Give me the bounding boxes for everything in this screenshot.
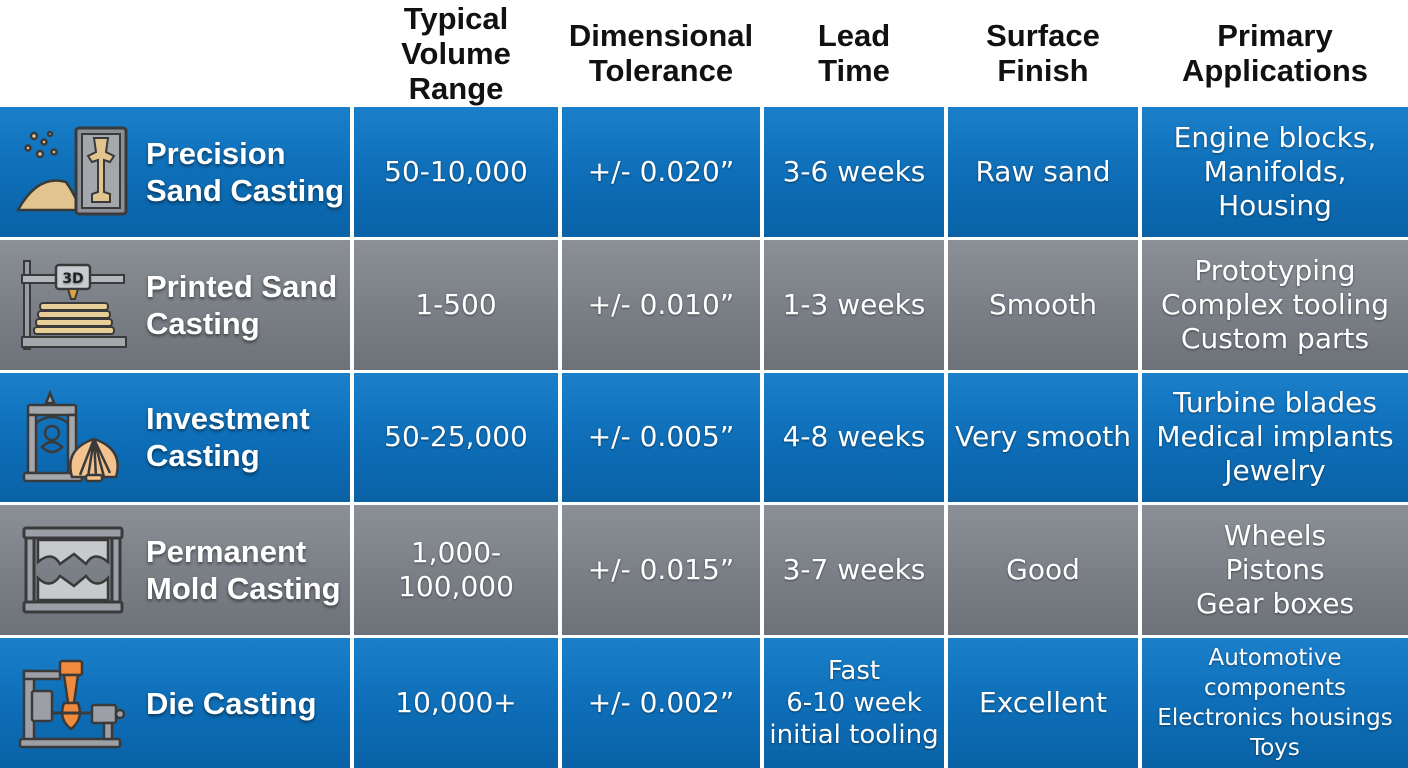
finish-cell: Smooth <box>948 239 1138 370</box>
lead-time-cell: 4-8 weeks <box>764 372 944 503</box>
finish-cell: Raw sand <box>948 107 1138 237</box>
permanent-mold-icon <box>14 520 132 620</box>
table-row-method-cell: Investment Casting <box>0 372 350 503</box>
applications-cell: Wheels Pistons Gear boxes <box>1142 505 1408 636</box>
header-surface-finish: Surface Finish <box>986 18 1100 88</box>
investment-casting-icon <box>14 387 132 487</box>
volume-cell: 1-500 <box>354 239 558 370</box>
method-name: Printed Sand Casting <box>146 268 338 341</box>
table-row-method-cell: 3D Printed Sand Casting <box>0 239 350 370</box>
volume-cell: 10,000+ <box>354 638 558 768</box>
sand-casting-icon <box>14 122 132 222</box>
applications-cell: Engine blocks, Manifolds, Housing <box>1142 107 1408 237</box>
finish-cell: Good <box>948 505 1138 636</box>
lead-time-cell: Fast 6-10 week initial tooling <box>764 638 944 768</box>
tolerance-cell: +/- 0.010” <box>562 239 760 370</box>
method-name: Permanent Mold Casting <box>146 534 341 607</box>
method-name: Precision Sand Casting <box>146 135 345 208</box>
header-volume-range: Typical Volume Range <box>401 0 511 106</box>
header-method <box>0 0 350 104</box>
applications-cell: Automotive components Electronics housin… <box>1142 638 1408 768</box>
volume-cell: 1,000- 100,000 <box>354 505 558 636</box>
tolerance-cell: +/- 0.020” <box>562 107 760 237</box>
table-row-method-cell: Permanent Mold Casting <box>0 505 350 636</box>
applications-cell: Turbine blades Medical implants Jewelry <box>1142 372 1408 503</box>
lead-time-cell: 3-7 weeks <box>764 505 944 636</box>
tolerance-cell: +/- 0.005” <box>562 372 760 503</box>
header-primary-applications: Primary Applications <box>1181 18 1368 88</box>
header-lead-time: Lead Time <box>817 18 891 88</box>
tolerance-cell: +/- 0.015” <box>562 505 760 636</box>
finish-cell: Excellent <box>948 638 1138 768</box>
method-name: Die Casting <box>146 685 317 721</box>
finish-cell: Very smooth <box>948 372 1138 503</box>
3d-printer-icon: 3D <box>14 255 132 355</box>
lead-time-cell: 1-3 weeks <box>764 239 944 370</box>
lead-time-cell: 3-6 weeks <box>764 107 944 237</box>
table-row-method-cell: Precision Sand Casting <box>0 107 350 237</box>
volume-cell: 50-25,000 <box>354 372 558 503</box>
printer-label: 3D <box>62 271 83 287</box>
die-casting-icon <box>14 653 132 753</box>
table-row-method-cell: Die Casting <box>0 638 350 768</box>
applications-cell: Prototyping Complex tooling Custom parts <box>1142 239 1408 370</box>
method-name: Investment Casting <box>146 401 310 474</box>
header-dimensional-tolerance: Dimensional Tolerance <box>568 18 754 88</box>
volume-cell: 50-10,000 <box>354 107 558 237</box>
tolerance-cell: +/- 0.002” <box>562 638 760 768</box>
